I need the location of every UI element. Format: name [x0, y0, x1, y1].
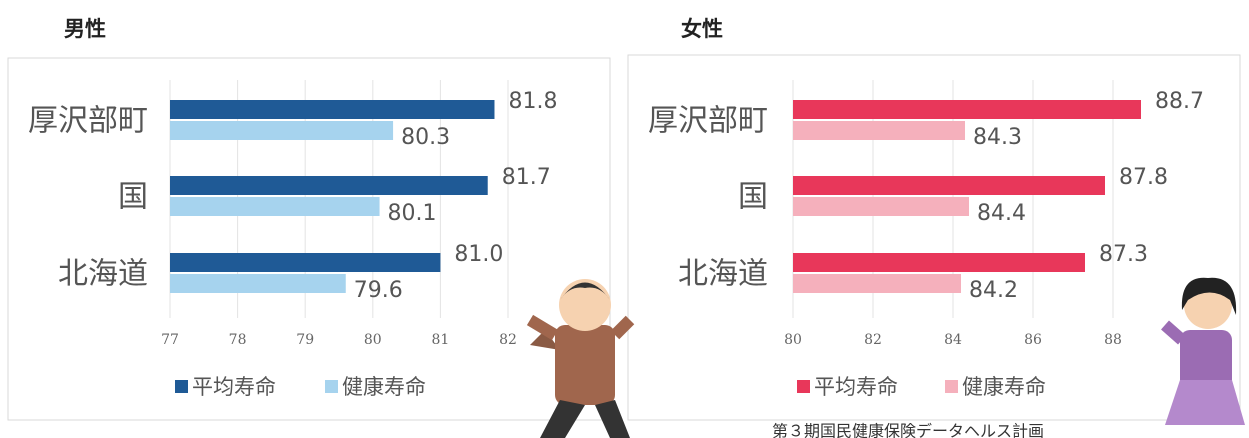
category-label: 国 — [118, 180, 148, 215]
bar — [793, 121, 965, 140]
x-tick-label: 82 — [499, 332, 517, 348]
value-label: 79.6 — [354, 278, 403, 303]
x-tick-label: 82 — [864, 332, 882, 348]
bar — [170, 121, 393, 140]
value-label: 80.3 — [401, 125, 450, 150]
x-tick-label: 79 — [296, 332, 314, 348]
page: 第３期国民健康保険データヘルス計画 男性 77 78 79 80 81 82 厚沢部町国北海道… — [0, 0, 1249, 438]
bar — [170, 176, 488, 195]
x-tick-label: 80 — [784, 332, 802, 348]
value-label: 81.8 — [508, 89, 557, 114]
chart-title: 女性 — [681, 17, 723, 41]
x-tick-label: 84 — [944, 332, 962, 348]
legend-swatch — [945, 380, 958, 393]
legend-swatch — [797, 380, 810, 393]
bar — [793, 100, 1141, 119]
bar — [793, 176, 1105, 195]
x-tick-label: 88 — [1104, 332, 1122, 348]
value-label: 84.2 — [969, 278, 1018, 303]
x-tick-label: 80 — [364, 332, 382, 348]
bar — [170, 100, 494, 119]
value-label: 80.1 — [388, 201, 437, 226]
x-tick-label: 81 — [431, 332, 449, 348]
category-label: 北海道 — [58, 257, 148, 292]
legend-label: 平均寿命 — [192, 375, 276, 399]
x-tick-label: 86 — [1024, 332, 1042, 348]
legend-swatch — [175, 380, 188, 393]
value-label: 81.0 — [454, 242, 503, 267]
source: 第３期国民健康保険データヘルス計画 — [772, 422, 1044, 438]
bar — [170, 253, 440, 272]
value-label: 88.7 — [1155, 89, 1204, 114]
x-tick-label: 78 — [229, 332, 247, 348]
value-label: 81.7 — [502, 165, 551, 190]
category-label: 厚沢部町 — [28, 104, 148, 139]
bar — [793, 197, 969, 216]
category-label: 北海道 — [678, 257, 768, 292]
category-label: 国 — [738, 180, 768, 215]
chart-title: 男性 — [64, 17, 106, 41]
x-tick-label: 77 — [161, 332, 179, 348]
legend-swatch — [325, 380, 338, 393]
category-label: 厚沢部町 — [648, 104, 768, 139]
bar — [793, 253, 1085, 272]
value-label: 84.4 — [977, 201, 1026, 226]
value-label: 87.8 — [1119, 165, 1168, 190]
legend-label: 健康寿命 — [962, 375, 1046, 399]
value-label: 87.3 — [1099, 242, 1148, 267]
bar — [170, 197, 380, 216]
bar — [170, 274, 346, 293]
legend-label: 平均寿命 — [814, 375, 898, 399]
bar — [793, 274, 961, 293]
legend-label: 健康寿命 — [342, 375, 426, 399]
value-label: 84.3 — [973, 125, 1022, 150]
